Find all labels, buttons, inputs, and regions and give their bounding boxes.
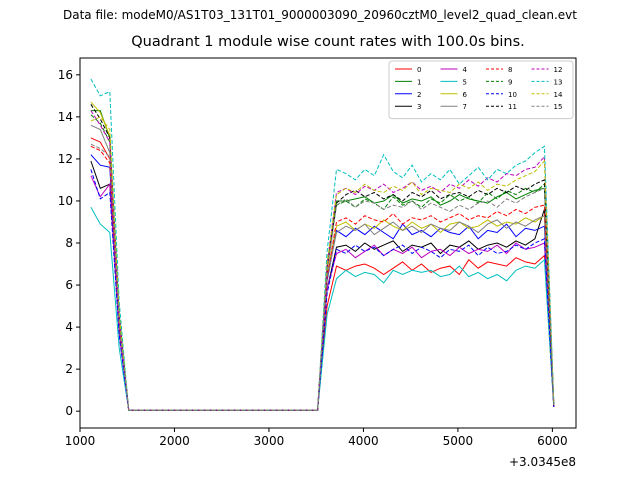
chart-title: Quadrant 1 module wise count rates with … [131,34,525,50]
y-tick-label: 6 [65,278,73,292]
legend-label-14: 14 [554,91,563,99]
series-line-12 [90,110,555,411]
y-tick-label: 2 [65,362,73,376]
legend-label-11: 11 [508,103,517,111]
x-offset-label: +3.0345e8 [509,455,576,469]
series-line-9 [90,114,555,411]
series-line-5 [90,207,555,411]
legend-label-3: 3 [417,103,421,111]
legend-label-5: 5 [463,78,467,86]
legend-label-4: 4 [463,66,468,74]
legend-label-2: 2 [417,91,421,99]
series-line-3 [90,160,555,411]
series-line-15 [90,143,555,411]
y-tick-label: 10 [58,194,73,208]
legend-label-13: 13 [554,78,563,86]
x-tick-label: 4000 [348,434,379,448]
x-tick-label: 1000 [65,434,96,448]
legend-label-10: 10 [508,91,517,99]
legend-label-12: 12 [554,66,563,74]
y-tick-label: 4 [65,320,73,334]
series-line-0 [90,137,555,411]
data-file-label: Data file: modeM0/AS1T03_131T01_90000030… [63,8,577,22]
legend-box [388,60,574,120]
legend-label-7: 7 [463,103,467,111]
y-tick-label: 12 [58,152,73,166]
y-tick-label: 16 [58,68,73,82]
series-line-10 [90,169,555,411]
y-tick-label: 8 [65,236,73,250]
legend-label-6: 6 [463,91,468,99]
x-tick-label: 6000 [537,434,568,448]
series-line-7 [90,124,555,411]
legend-label-0: 0 [417,66,421,74]
x-tick-label: 3000 [254,434,285,448]
legend-label-9: 9 [508,78,512,86]
y-tick-label: 0 [65,404,73,418]
series-line-13 [90,78,555,411]
legend-label-1: 1 [417,78,421,86]
series-line-4 [90,175,555,411]
x-tick-label: 2000 [159,434,190,448]
legend-label-15: 15 [554,103,563,111]
series-line-8 [90,145,555,411]
series-layer [90,78,555,411]
x-tick-label: 5000 [443,434,474,448]
legend-label-8: 8 [508,66,512,74]
y-tick-label: 14 [58,110,73,124]
